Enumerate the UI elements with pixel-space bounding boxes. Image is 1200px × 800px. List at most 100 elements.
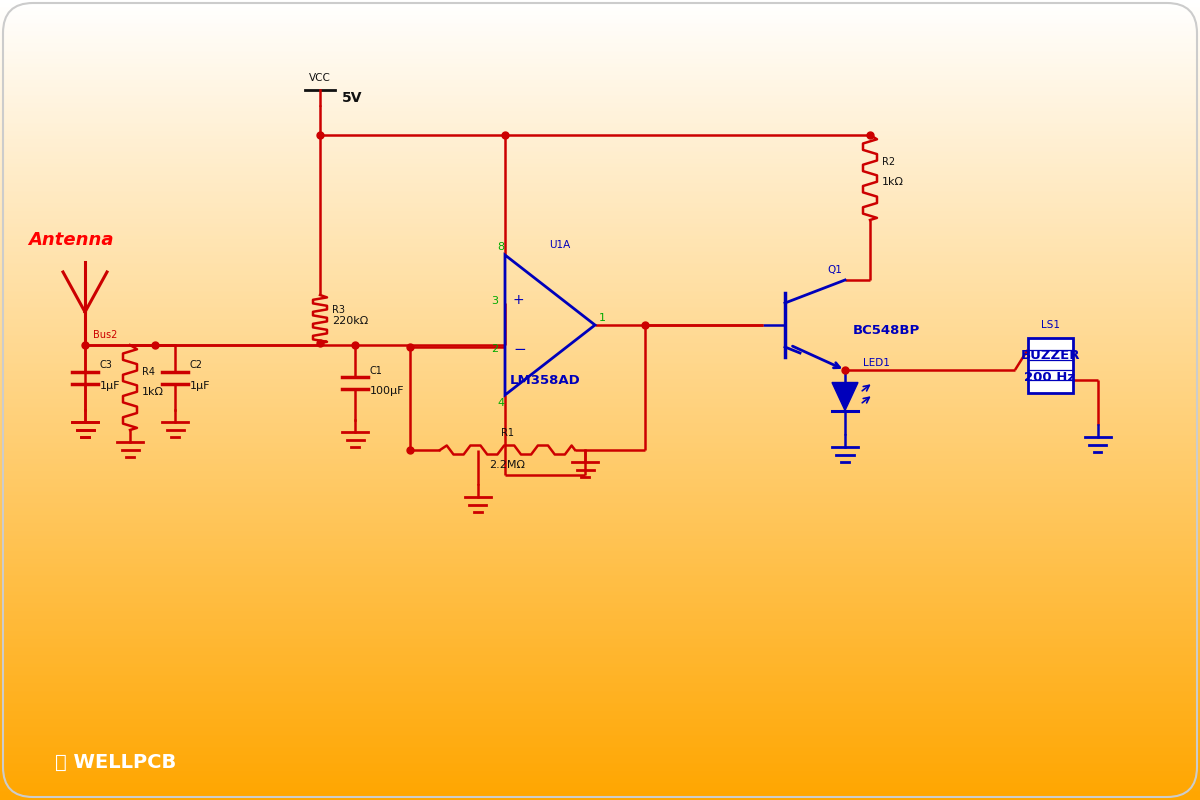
Bar	[0, 512, 1200, 516]
Bar	[0, 224, 1200, 228]
Bar	[0, 8, 1200, 12]
Bar	[0, 788, 1200, 792]
Bar	[0, 580, 1200, 584]
Bar	[0, 4, 1200, 8]
Bar	[0, 104, 1200, 108]
Bar	[0, 676, 1200, 680]
Bar	[0, 760, 1200, 764]
Bar	[0, 464, 1200, 468]
Bar	[0, 648, 1200, 652]
Bar	[0, 216, 1200, 220]
Bar	[0, 756, 1200, 760]
Bar	[0, 744, 1200, 748]
Bar	[0, 128, 1200, 132]
Bar	[0, 44, 1200, 48]
Bar	[0, 384, 1200, 388]
Text: 2.2MΩ: 2.2MΩ	[490, 460, 526, 470]
Bar	[0, 324, 1200, 328]
Bar	[0, 444, 1200, 448]
Bar	[0, 560, 1200, 564]
Bar	[0, 792, 1200, 796]
Bar	[0, 308, 1200, 312]
Bar	[0, 592, 1200, 596]
Bar	[0, 740, 1200, 744]
Bar	[0, 56, 1200, 60]
Bar	[0, 208, 1200, 212]
Bar	[0, 600, 1200, 604]
Bar	[0, 616, 1200, 620]
Bar	[0, 596, 1200, 600]
Bar	[0, 476, 1200, 480]
Text: 4: 4	[498, 398, 504, 408]
Bar	[0, 120, 1200, 124]
Bar	[0, 680, 1200, 684]
Bar	[0, 504, 1200, 508]
Text: 3: 3	[491, 295, 498, 306]
Bar	[0, 448, 1200, 452]
Bar	[0, 404, 1200, 408]
Bar	[0, 420, 1200, 424]
Text: 1kΩ: 1kΩ	[882, 177, 904, 186]
Bar	[0, 660, 1200, 664]
Bar	[0, 332, 1200, 336]
Bar	[0, 520, 1200, 524]
Bar	[0, 280, 1200, 284]
Text: C3: C3	[100, 361, 113, 370]
Bar	[0, 752, 1200, 756]
Bar	[0, 456, 1200, 460]
Bar	[0, 192, 1200, 196]
Bar	[0, 340, 1200, 344]
Text: LS1: LS1	[1040, 321, 1060, 330]
Bar	[0, 352, 1200, 356]
Bar	[0, 636, 1200, 640]
Bar	[0, 268, 1200, 272]
Bar	[0, 240, 1200, 244]
Bar	[0, 544, 1200, 548]
Bar	[0, 684, 1200, 688]
Bar	[0, 76, 1200, 80]
Bar	[0, 184, 1200, 188]
Bar	[0, 204, 1200, 208]
Text: Bus2: Bus2	[94, 330, 118, 340]
Text: VCC: VCC	[310, 73, 331, 83]
Text: R2: R2	[882, 157, 895, 167]
Bar	[0, 588, 1200, 592]
Text: 200 Hz: 200 Hz	[1025, 370, 1075, 383]
Bar	[0, 632, 1200, 636]
Bar	[0, 644, 1200, 648]
Bar	[0, 516, 1200, 520]
Bar	[0, 432, 1200, 436]
Bar	[0, 36, 1200, 40]
Bar	[0, 424, 1200, 428]
Bar	[0, 80, 1200, 84]
Bar	[0, 248, 1200, 252]
Bar	[0, 236, 1200, 240]
Bar	[0, 160, 1200, 164]
Text: 8: 8	[498, 242, 504, 252]
Bar	[0, 776, 1200, 780]
Bar	[0, 100, 1200, 104]
Bar	[0, 172, 1200, 176]
Bar	[0, 552, 1200, 556]
Text: 1: 1	[599, 313, 606, 323]
Bar	[0, 212, 1200, 216]
Text: LM358AD: LM358AD	[510, 374, 581, 386]
Bar	[0, 40, 1200, 44]
Bar	[0, 316, 1200, 320]
Bar	[0, 140, 1200, 144]
Bar	[0, 452, 1200, 456]
Bar	[0, 188, 1200, 192]
Bar	[0, 292, 1200, 296]
Bar	[0, 88, 1200, 92]
Bar	[0, 64, 1200, 68]
Text: BUZZER: BUZZER	[1020, 349, 1080, 362]
Bar	[0, 400, 1200, 404]
Bar	[0, 296, 1200, 300]
Text: Q1: Q1	[827, 265, 842, 275]
Bar	[0, 772, 1200, 776]
Bar	[0, 260, 1200, 264]
Bar	[0, 532, 1200, 536]
Bar	[0, 696, 1200, 700]
Bar	[0, 728, 1200, 732]
Bar	[0, 124, 1200, 128]
